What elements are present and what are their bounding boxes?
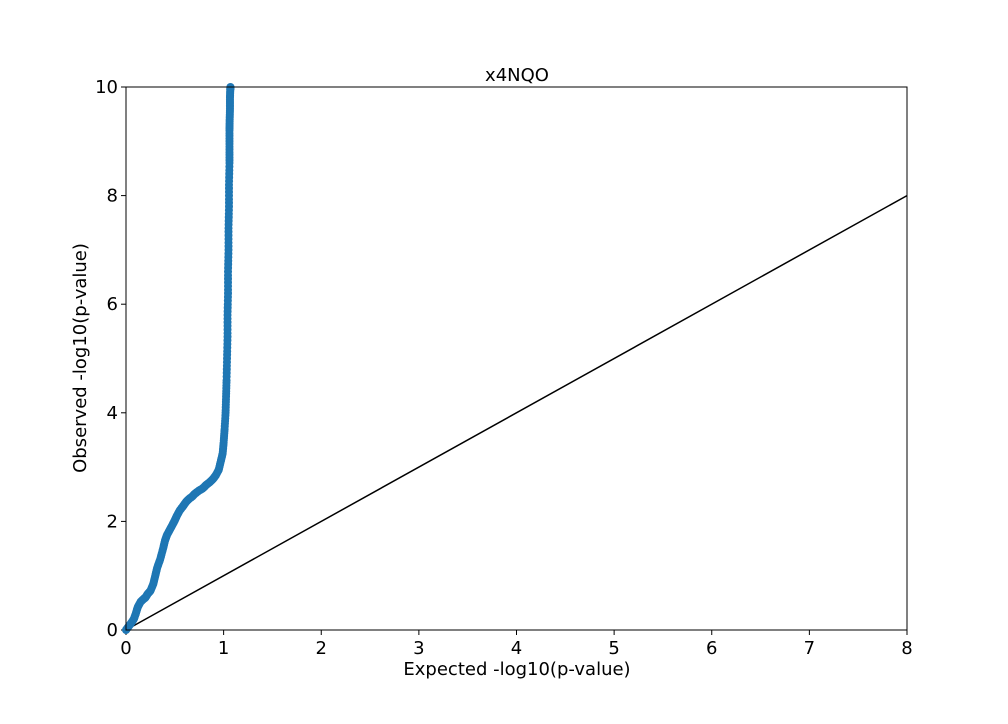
y-axis-ticks: 0 2 4 6 8 10 [95, 77, 126, 641]
x-axis-label: Expected -log10(p-value) [403, 659, 630, 680]
data-points [122, 83, 235, 634]
x-tick-label: 6 [706, 638, 717, 659]
x-tick-label: 4 [511, 638, 522, 659]
reference-line [125, 194, 908, 631]
x-tick-label: 5 [608, 638, 619, 659]
x-tick-label: 0 [120, 638, 131, 659]
y-tick-label: 0 [107, 620, 118, 641]
y-tick-label: 10 [95, 77, 118, 98]
y-tick-label: 4 [107, 403, 118, 424]
x-tick-label: 1 [218, 638, 229, 659]
y-axis-label: Observed -log10(p-value) [70, 243, 91, 473]
x-tick-label: 3 [413, 638, 424, 659]
y-tick-label: 8 [107, 186, 118, 207]
x-tick-label: 7 [804, 638, 815, 659]
chart-title: x4NQO [485, 65, 549, 86]
y-tick-label: 2 [107, 511, 118, 532]
x-axis-ticks: 0 1 2 3 4 5 6 7 8 [120, 630, 913, 659]
x-tick-label: 8 [901, 638, 912, 659]
plot-frame [125, 86, 908, 631]
y-tick-label: 6 [107, 294, 118, 315]
x-tick-label: 2 [316, 638, 327, 659]
